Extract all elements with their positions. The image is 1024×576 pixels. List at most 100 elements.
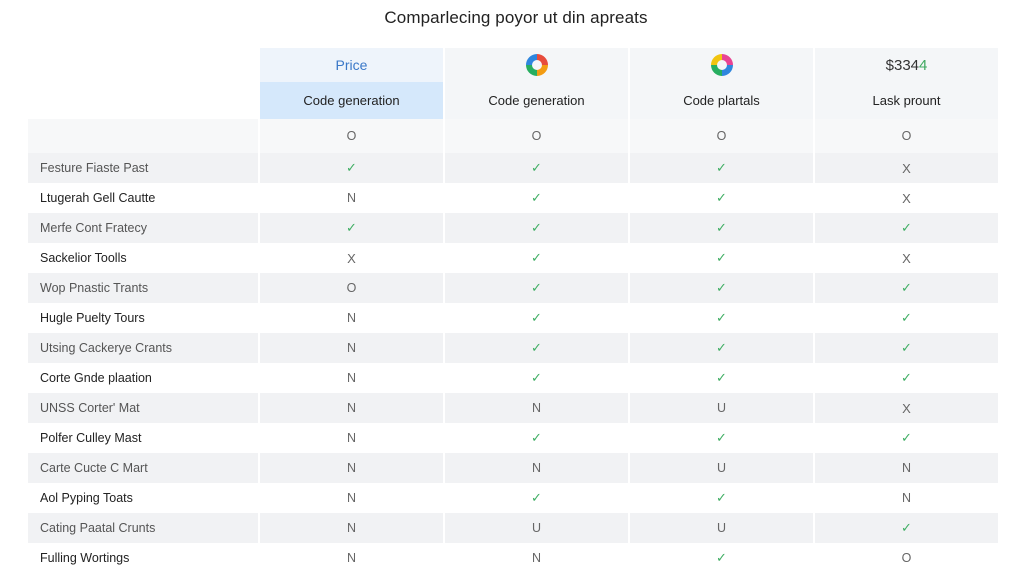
check-icon: ✓: [531, 280, 542, 295]
feature-value-cell: ✓: [815, 303, 998, 333]
feature-label: Festure Fiaste Past: [28, 153, 258, 183]
cross-icon: X: [902, 400, 911, 416]
feature-label: Polfer Culley Mast: [28, 423, 258, 453]
plan-price: $3344: [886, 57, 928, 74]
table-row: Utsing Cackerye Crants N ✓ ✓ ✓: [28, 333, 998, 363]
check-icon: ✓: [901, 280, 912, 295]
check-icon: ✓: [716, 160, 727, 175]
feature-label: Wop Pnastic Trants: [28, 273, 258, 303]
feature-value-cell: N: [260, 543, 443, 573]
value-text: O: [346, 129, 357, 143]
feature-value-cell: O: [815, 119, 998, 153]
check-icon: ✓: [531, 160, 542, 175]
feature-value-cell: N: [260, 333, 443, 363]
feature-value-cell: N: [445, 543, 628, 573]
check-icon: ✓: [531, 250, 542, 265]
check-icon: ✓: [531, 370, 542, 385]
check-icon: ✓: [346, 220, 357, 235]
feature-value-cell: ✓: [815, 363, 998, 393]
cross-icon: X: [347, 250, 356, 266]
value-text: U: [716, 521, 727, 535]
value-text: N: [346, 371, 357, 385]
plan-label-1[interactable]: Code generation: [260, 82, 443, 119]
feature-value-cell: ✓: [815, 333, 998, 363]
feature-value-cell: ✓: [630, 153, 813, 183]
table-row: Polfer Culley Mast N ✓ ✓ ✓: [28, 423, 998, 453]
value-text: N: [346, 311, 357, 325]
plan-label-text: Code plartals: [683, 93, 760, 108]
value-text: N: [346, 431, 357, 445]
plan-header-4[interactable]: $3344: [815, 48, 998, 82]
plan-header-1[interactable]: Price: [260, 48, 443, 82]
plan-header-row: Price $3344: [28, 48, 998, 82]
cross-icon: X: [902, 250, 911, 266]
value-text: U: [716, 401, 727, 415]
feature-value-cell: ✓: [630, 483, 813, 513]
check-icon: ✓: [716, 550, 727, 565]
page-title: Comparlecing poyor ut din apreats: [384, 8, 648, 27]
check-icon: ✓: [901, 370, 912, 385]
check-icon: ✓: [716, 370, 727, 385]
feature-value-cell: N: [260, 423, 443, 453]
check-icon: ✓: [531, 190, 542, 205]
feature-label: Ltugerah Gell Cautte: [28, 183, 258, 213]
feature-label: [28, 119, 258, 153]
feature-value-cell: O: [260, 119, 443, 153]
feature-value-cell: ✓: [445, 153, 628, 183]
feature-label: Corte Gnde plaation: [28, 363, 258, 393]
comparison-table: Price $3344 Code generation Code generation…: [26, 48, 1000, 573]
plan-label-text: Code generation: [303, 93, 400, 108]
value-text: O: [716, 129, 727, 143]
table-row: Merfe Cont Fratecy ✓ ✓ ✓ ✓: [28, 213, 998, 243]
value-text: N: [531, 461, 542, 475]
table-row: Ltugerah Gell Cautte N ✓ ✓ X: [28, 183, 998, 213]
check-icon: ✓: [531, 430, 542, 445]
plan-header-3[interactable]: [630, 48, 813, 82]
plan-label-4[interactable]: Lask prount: [815, 82, 998, 119]
feature-value-cell: O: [260, 273, 443, 303]
plan-price-main: $334: [885, 56, 920, 74]
plan-header-2[interactable]: [445, 48, 628, 82]
feature-value-cell: ✓: [445, 483, 628, 513]
feature-value-cell: U: [630, 393, 813, 423]
check-icon: ✓: [901, 430, 912, 445]
feature-value-cell: N: [260, 393, 443, 423]
feature-value-cell: O: [815, 543, 998, 573]
check-icon: ✓: [716, 220, 727, 235]
table-row: Aol Pyping Toats N ✓ ✓ N: [28, 483, 998, 513]
feature-label: Carte Cucte C Mart: [28, 453, 258, 483]
feature-value-cell: ✓: [445, 303, 628, 333]
feature-value-cell: N: [815, 453, 998, 483]
feature-value-cell: U: [630, 513, 813, 543]
feature-value-cell: X: [815, 243, 998, 273]
table-row: Cating Paatal Crunts N U U ✓: [28, 513, 998, 543]
feature-value-cell: X: [815, 393, 998, 423]
feature-value-cell: N: [260, 183, 443, 213]
feature-value-cell: N: [260, 483, 443, 513]
feature-value-cell: ✓: [630, 363, 813, 393]
plan-label-2[interactable]: Code generation: [445, 82, 628, 119]
feature-label: Hugle Puelty Tours: [28, 303, 258, 333]
feature-value-cell: X: [815, 153, 998, 183]
feature-label: Sackelior Toolls: [28, 243, 258, 273]
cross-icon: X: [902, 160, 911, 176]
feature-value-cell: ✓: [630, 213, 813, 243]
feature-value-cell: N: [445, 393, 628, 423]
feature-value-cell: N: [260, 453, 443, 483]
feature-label: Aol Pyping Toats: [28, 483, 258, 513]
check-icon: ✓: [531, 310, 542, 325]
feature-label: UNSS Corter' Mat: [28, 393, 258, 423]
feature-value-cell: ✓: [630, 273, 813, 303]
value-text: N: [346, 461, 357, 475]
feature-value-cell: ✓: [630, 333, 813, 363]
plan-label-3[interactable]: Code plartals: [630, 82, 813, 119]
plan-label-text: Code generation: [488, 93, 585, 108]
table-row: Festure Fiaste Past ✓ ✓ ✓ X: [28, 153, 998, 183]
value-text: N: [901, 491, 912, 505]
value-text: U: [716, 461, 727, 475]
plan-label-text: Lask prount: [872, 93, 941, 108]
value-text: N: [346, 491, 357, 505]
check-icon: ✓: [901, 220, 912, 235]
value-text: N: [531, 401, 542, 415]
feature-value-cell: O: [445, 119, 628, 153]
